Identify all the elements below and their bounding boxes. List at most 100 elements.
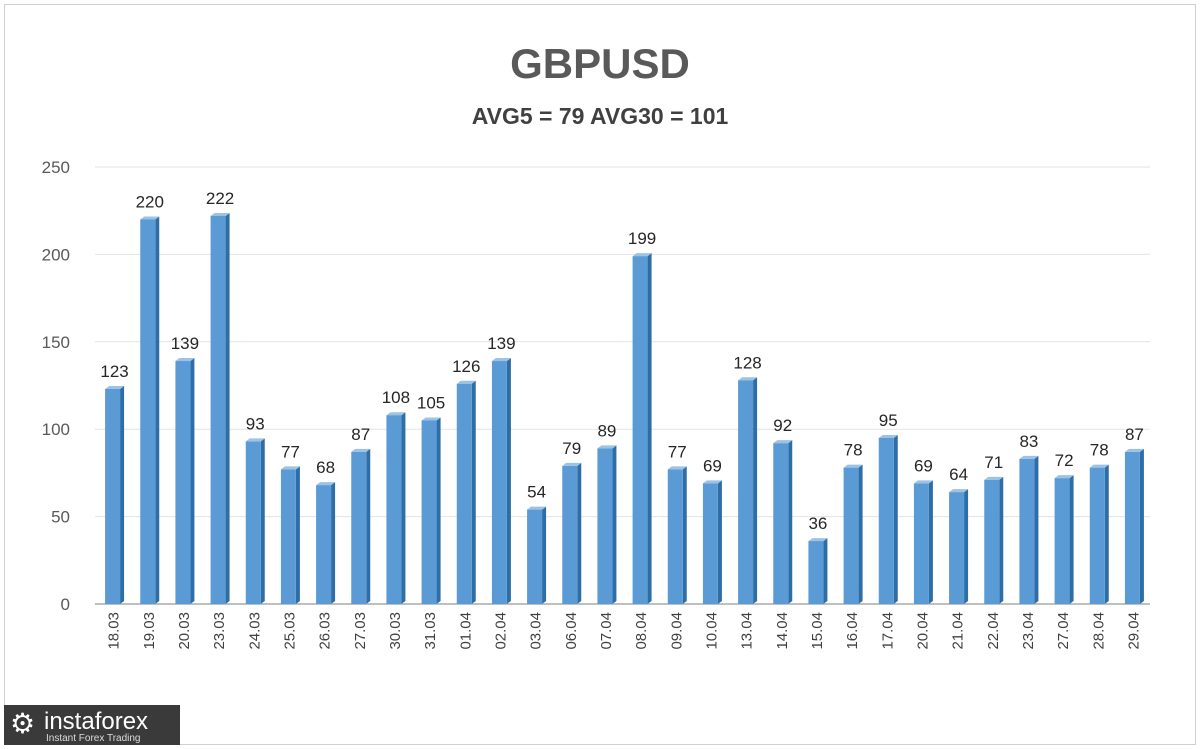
data-label: 54 xyxy=(527,483,546,502)
data-label: 126 xyxy=(452,357,480,376)
bar xyxy=(1089,467,1105,604)
bar-side xyxy=(858,464,863,604)
bar xyxy=(808,541,824,604)
x-tick-label: 14.04 xyxy=(774,612,791,650)
data-label: 69 xyxy=(914,456,933,475)
bar-top xyxy=(351,448,371,452)
bar xyxy=(491,361,507,604)
bar xyxy=(386,415,402,604)
data-label: 128 xyxy=(733,353,761,372)
bar xyxy=(843,467,859,604)
data-label: 105 xyxy=(417,393,445,412)
bar xyxy=(913,483,929,604)
x-tick-label: 03.04 xyxy=(528,612,545,650)
bar-top xyxy=(562,462,582,466)
bar xyxy=(773,443,789,604)
x-tick-label: 30.03 xyxy=(387,612,404,650)
data-label: 71 xyxy=(984,453,1003,472)
bar-top xyxy=(667,466,687,470)
logo-tagline: Instant Forex Trading xyxy=(46,733,141,744)
bar-side xyxy=(1104,464,1109,604)
y-tick-label: 150 xyxy=(42,333,70,352)
data-label: 79 xyxy=(562,439,581,458)
bar-side xyxy=(823,538,828,604)
data-label: 77 xyxy=(668,442,687,461)
bar-top xyxy=(1089,464,1109,468)
bar-side xyxy=(471,380,476,604)
bar-top xyxy=(1124,448,1144,452)
bar-side xyxy=(295,466,300,604)
x-tick-label: 24.03 xyxy=(246,612,263,650)
bar xyxy=(245,441,261,604)
bar-side xyxy=(577,462,582,604)
bar-side xyxy=(1034,455,1039,604)
bar-top xyxy=(632,253,652,257)
bar-side xyxy=(225,212,230,604)
bar-top xyxy=(456,380,476,384)
bar xyxy=(105,388,121,604)
y-tick-label: 250 xyxy=(42,158,70,177)
x-tick-label: 20.03 xyxy=(176,612,193,650)
bar-top xyxy=(280,466,300,470)
bar xyxy=(316,485,332,604)
x-tick-label: 23.03 xyxy=(211,612,228,650)
bar-side xyxy=(155,216,160,604)
bar-side xyxy=(612,445,617,604)
bar-top xyxy=(984,476,1004,480)
bar-top xyxy=(808,538,828,542)
data-label: 72 xyxy=(1055,451,1074,470)
bar xyxy=(351,451,367,604)
bar xyxy=(632,256,648,604)
chart-subtitle: AVG5 = 79 AVG30 = 101 xyxy=(471,103,729,129)
data-label: 89 xyxy=(597,421,616,440)
bar-side xyxy=(647,253,652,604)
bar-top xyxy=(773,440,793,444)
bar-top xyxy=(738,377,758,381)
x-tick-label: 08.04 xyxy=(633,612,650,650)
x-tick-label: 19.03 xyxy=(141,612,158,650)
bar xyxy=(527,509,543,604)
x-tick-label: 27.04 xyxy=(1055,612,1072,650)
x-tick-label: 20.04 xyxy=(914,612,931,650)
bar-top xyxy=(843,464,863,468)
gear-logo-icon: ⚙ xyxy=(10,708,36,739)
bar-top xyxy=(175,358,195,362)
chart-title: GBPUSD xyxy=(510,40,690,87)
bar xyxy=(878,437,894,604)
x-tick-label: 17.04 xyxy=(879,612,896,650)
bar-top xyxy=(245,438,265,442)
y-tick-label: 200 xyxy=(42,245,70,264)
bar-side xyxy=(682,466,687,604)
bar xyxy=(562,465,578,604)
data-label: 220 xyxy=(136,192,164,211)
data-label: 93 xyxy=(246,414,265,433)
bar-top xyxy=(105,385,125,389)
bar xyxy=(1019,458,1035,604)
data-label: 78 xyxy=(844,441,863,460)
bar xyxy=(1124,451,1140,604)
data-label: 199 xyxy=(628,229,656,248)
bar-top xyxy=(316,482,336,486)
bar xyxy=(456,383,472,604)
bar-side xyxy=(331,482,336,604)
x-tick-label: 22.04 xyxy=(985,612,1002,650)
data-label: 78 xyxy=(1090,441,1109,460)
bar-side xyxy=(964,489,969,604)
bar-side xyxy=(1069,475,1074,604)
x-tick-label: 06.04 xyxy=(563,612,580,650)
bar xyxy=(175,361,191,604)
bar-side xyxy=(717,480,722,604)
data-label: 64 xyxy=(949,465,968,484)
bar-top xyxy=(386,412,406,416)
bar xyxy=(210,215,226,604)
bar xyxy=(280,469,296,604)
x-tick-label: 07.04 xyxy=(598,612,615,650)
bar-top xyxy=(1054,475,1074,479)
x-tick-label: 25.03 xyxy=(281,612,298,650)
x-tick-label: 09.04 xyxy=(668,612,685,650)
data-label: 77 xyxy=(281,442,300,461)
bar-side xyxy=(1139,448,1144,604)
x-tick-label: 16.04 xyxy=(844,612,861,650)
data-label: 69 xyxy=(703,456,722,475)
y-tick-label: 0 xyxy=(61,595,70,614)
